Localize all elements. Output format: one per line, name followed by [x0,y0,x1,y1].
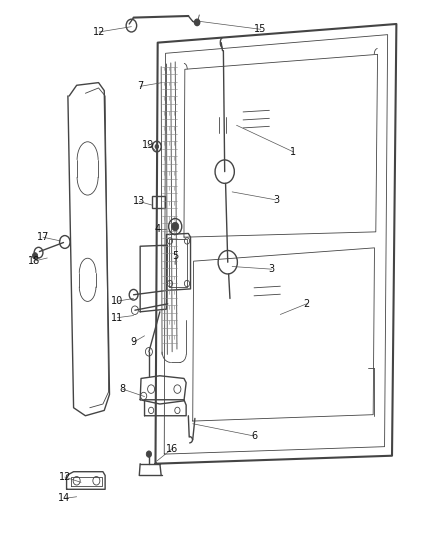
Text: 5: 5 [172,251,178,261]
Circle shape [194,19,200,26]
Text: 12: 12 [93,27,105,37]
Text: 11: 11 [111,313,124,322]
Bar [169,239,187,287]
Text: 1: 1 [290,147,297,157]
Text: 18: 18 [28,256,40,266]
Text: 3: 3 [273,195,279,205]
Circle shape [155,144,159,149]
Text: 6: 6 [251,431,257,441]
Text: 3: 3 [268,264,275,274]
Circle shape [172,222,179,231]
Text: 19: 19 [142,140,154,150]
Text: 13: 13 [133,197,145,206]
Text: 17: 17 [37,232,49,242]
Text: 10: 10 [111,296,124,306]
Text: 12: 12 [59,472,71,482]
Bar [152,196,165,208]
Text: 4: 4 [155,224,161,234]
Circle shape [32,253,38,259]
Circle shape [146,451,152,457]
Text: 16: 16 [166,444,178,454]
Text: 14: 14 [58,494,71,503]
Text: 9: 9 [131,337,137,347]
Text: 7: 7 [137,82,143,91]
Text: 15: 15 [254,25,267,34]
Text: 2: 2 [304,299,310,309]
Text: 8: 8 [120,384,126,394]
